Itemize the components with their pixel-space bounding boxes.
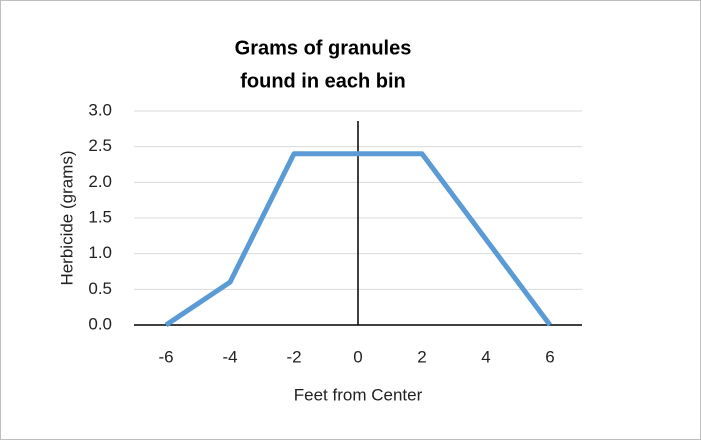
- x-tick-label: 0: [353, 347, 362, 366]
- data-line: [164, 151, 553, 328]
- y-tick-label: 3.0: [88, 100, 112, 119]
- y-tick-label: 0.0: [88, 314, 112, 333]
- y-tick-label: 0.5: [88, 279, 112, 298]
- x-tick-label: -2: [286, 347, 301, 366]
- x-axis-label: Feet from Center: [294, 385, 423, 404]
- x-tick-label: -4: [222, 347, 237, 366]
- x-tick-label: 2: [417, 347, 426, 366]
- x-tick-label: -6: [158, 347, 173, 366]
- x-tick-label: 4: [481, 347, 490, 366]
- y-tick-label: 2.5: [88, 136, 112, 155]
- y-tick-label: 1.5: [88, 207, 112, 226]
- y-axis-label: Herbicide (grams): [57, 150, 76, 285]
- y-tick-label: 2.0: [88, 172, 112, 191]
- chart-title: found in each bin: [240, 70, 406, 92]
- chart-title: Grams of granules: [235, 37, 412, 59]
- x-tick-label: 6: [545, 347, 554, 366]
- y-tick-label: 1.0: [88, 243, 112, 262]
